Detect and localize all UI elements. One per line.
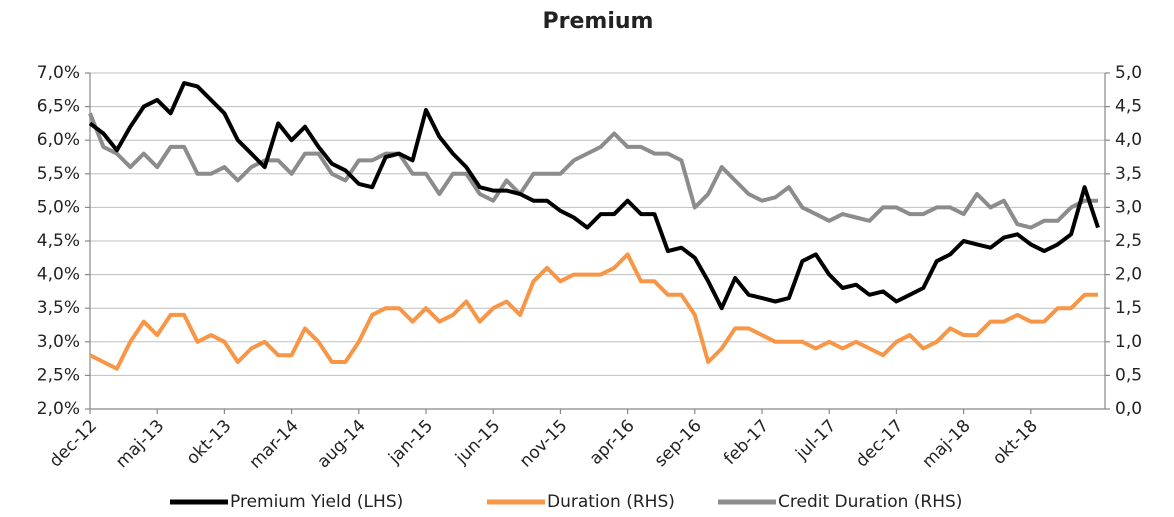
y2-tick-label: 3,5 (1115, 164, 1142, 184)
y2-tick-label: 0,5 (1115, 365, 1142, 385)
y-tick-label: 5,5% (37, 164, 80, 184)
series-line (89, 252, 1098, 371)
legend-label: Credit Duration (RHS) (778, 492, 962, 512)
y-tick-label: 4,0% (37, 265, 80, 285)
y2-tick-label: 5,0 (1115, 63, 1142, 83)
x-tick-label: jan-15 (384, 416, 437, 469)
x-tick-label: maj-18 (918, 416, 974, 472)
x-tick-label: apr-16 (586, 416, 639, 469)
legend-label: Premium Yield (LHS) (230, 492, 403, 512)
y-tick-label: 2,0% (37, 399, 80, 419)
y2-tick-label: 1,5 (1115, 298, 1142, 318)
y2-tick-label: 2,5 (1115, 231, 1142, 251)
x-tick-label: feb-17 (720, 416, 773, 469)
y-tick-label: 4,5% (37, 231, 80, 251)
x-tick-label: sep-16 (651, 416, 706, 471)
y2-tick-label: 3,0 (1115, 197, 1142, 217)
chart-title: Premium (543, 9, 654, 34)
legend-label: Duration (RHS) (547, 492, 675, 512)
y-tick-label: 5,0% (37, 197, 80, 217)
y2-tick-label: 2,0 (1115, 265, 1142, 285)
y-tick-label: 2,5% (37, 365, 80, 385)
x-tick-label: dec-12 (46, 416, 101, 471)
series-line (88, 112, 1098, 230)
x-tick-label: dec-17 (852, 416, 907, 471)
y-tick-label: 7,0% (37, 63, 80, 83)
x-tick-label: jun-15 (451, 416, 504, 469)
y-tick-label: 3,5% (37, 298, 80, 318)
x-tick-label: mar-14 (246, 416, 303, 473)
y-tick-label: 6,5% (37, 97, 80, 117)
y2-tick-label: 4,0 (1115, 130, 1142, 150)
y2-tick-label: 0,0 (1115, 399, 1142, 419)
x-tick-label: okt-18 (989, 416, 1042, 469)
x-tick-label: okt-13 (183, 416, 236, 469)
x-tick-label: aug-14 (313, 416, 369, 472)
y-tick-label: 3,0% (37, 332, 80, 352)
x-tick-label: jul-17 (791, 416, 840, 465)
x-tick-label: nov-15 (516, 416, 572, 472)
y2-tick-label: 1,0 (1115, 332, 1142, 352)
y-tick-label: 6,0% (37, 130, 80, 150)
x-tick-label: maj-13 (112, 416, 168, 472)
series-line (88, 81, 1100, 311)
y2-tick-label: 4,5 (1115, 97, 1142, 117)
